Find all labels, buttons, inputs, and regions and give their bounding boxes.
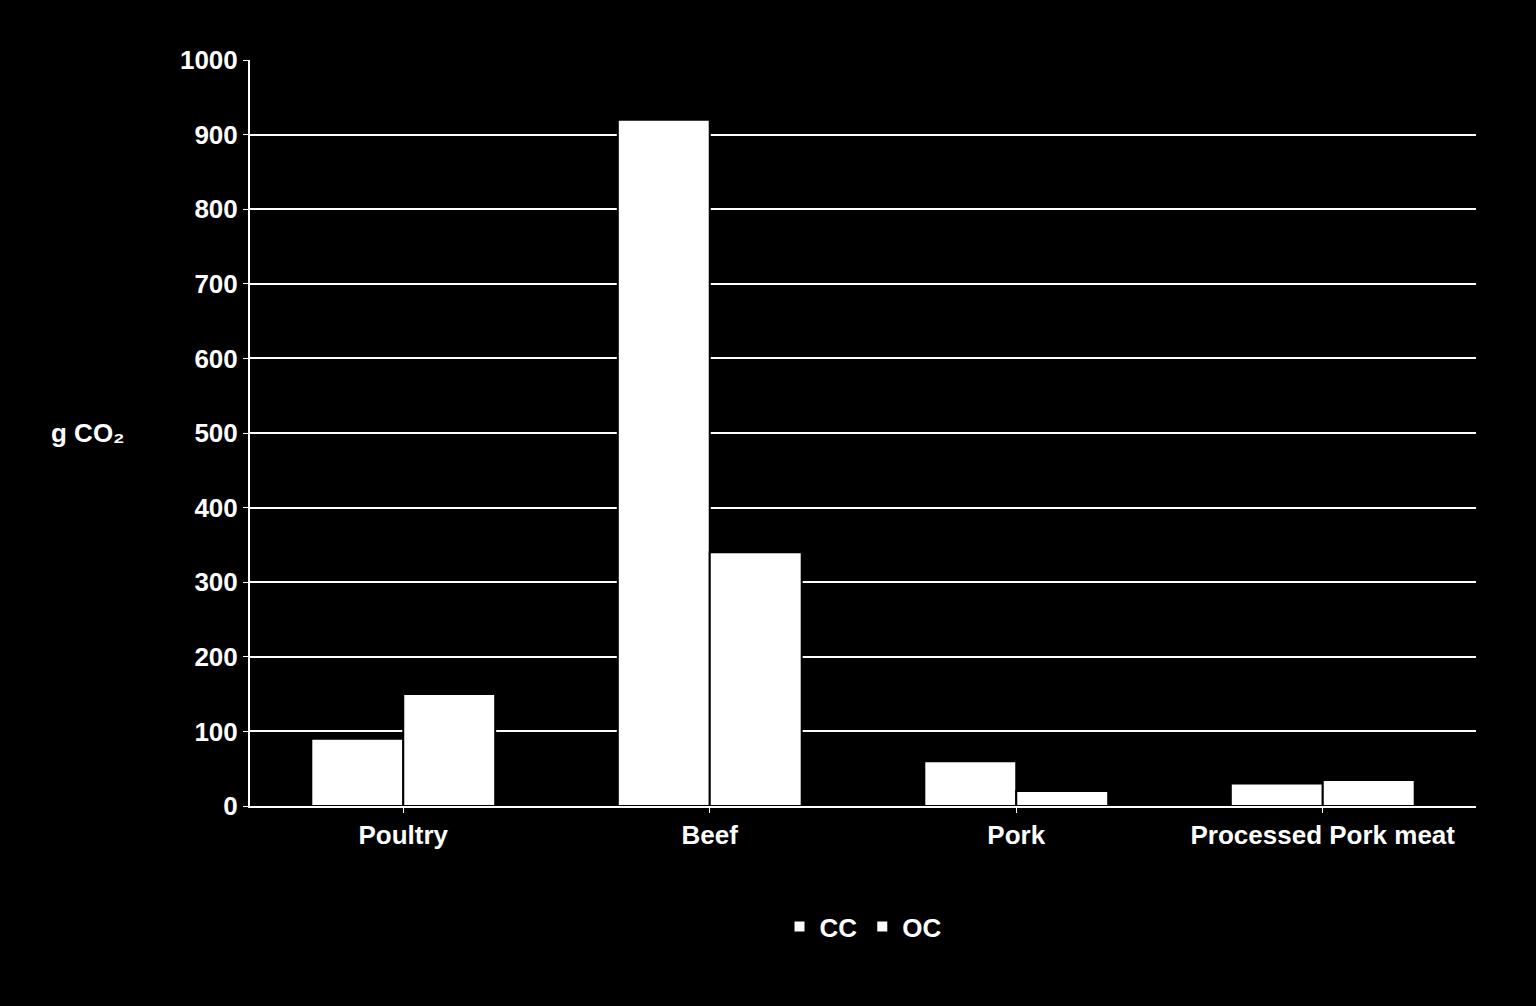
svg-text:600: 600 (194, 344, 237, 374)
svg-text:0: 0 (223, 791, 237, 821)
svg-text:1000: 1000 (180, 45, 238, 75)
svg-text:Pork: Pork (987, 820, 1045, 850)
svg-text:500: 500 (194, 418, 237, 448)
svg-text:CC: CC (820, 913, 858, 943)
svg-text:700: 700 (194, 269, 237, 299)
svg-text:900: 900 (194, 120, 237, 150)
svg-text:300: 300 (194, 567, 237, 597)
svg-text:Processed Pork meat: Processed Pork meat (1191, 820, 1456, 850)
svg-text:800: 800 (194, 194, 237, 224)
svg-text:200: 200 (194, 642, 237, 672)
svg-text:g CO₂: g CO₂ (51, 418, 125, 448)
svg-text:Beef: Beef (682, 820, 739, 850)
svg-text:100: 100 (194, 717, 237, 747)
svg-text:OC: OC (902, 913, 941, 943)
svg-text:Poultry: Poultry (358, 820, 448, 850)
svg-text:400: 400 (194, 493, 237, 523)
